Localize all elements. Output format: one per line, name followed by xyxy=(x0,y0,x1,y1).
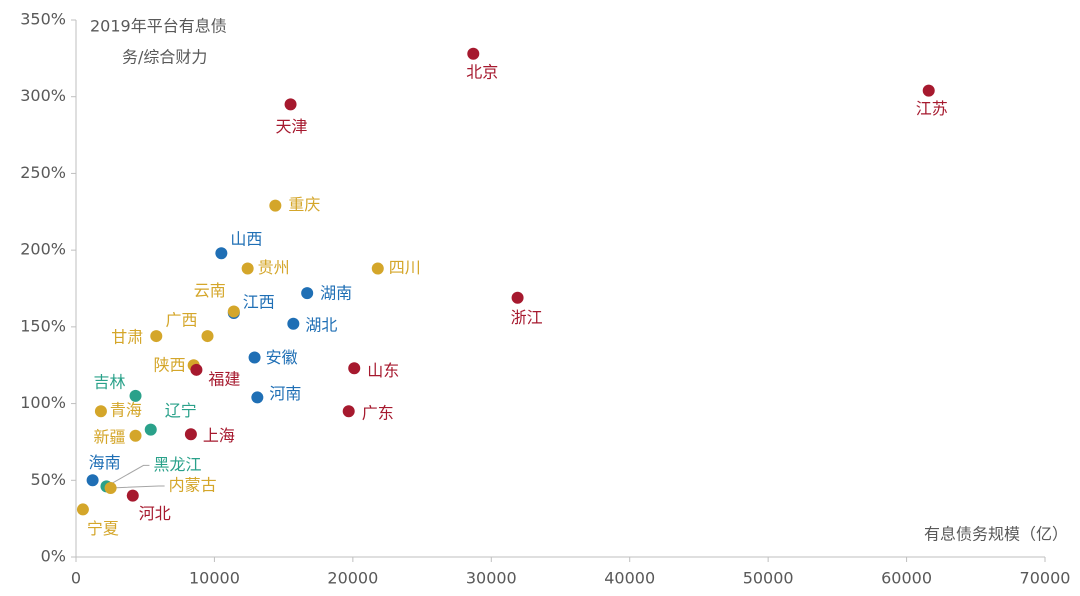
point xyxy=(251,391,264,404)
point xyxy=(129,389,142,402)
point xyxy=(190,363,203,376)
point xyxy=(227,305,240,318)
point xyxy=(94,405,107,418)
y-tick-label: 200% xyxy=(20,240,66,259)
point-label: 浙江 xyxy=(511,308,543,327)
point-label: 广西 xyxy=(165,311,197,330)
point xyxy=(201,330,214,343)
x-tick-label: 50000 xyxy=(743,569,794,588)
x-tick-label: 60000 xyxy=(881,569,932,588)
x-axis-title: 有息债务规模（亿） xyxy=(924,525,1068,544)
x-tick-label: 30000 xyxy=(466,569,517,588)
point-label: 江西 xyxy=(243,293,275,312)
leader-line xyxy=(106,464,150,487)
y-tick-label: 100% xyxy=(20,393,66,412)
point-label: 甘肃 xyxy=(111,328,143,347)
point xyxy=(269,199,282,212)
point-label: 云南 xyxy=(194,281,226,300)
point xyxy=(241,262,254,275)
point-label: 陕西 xyxy=(154,356,186,375)
y-tick-label: 150% xyxy=(20,316,66,335)
x-tick-label: 70000 xyxy=(1020,569,1071,588)
point-label: 福建 xyxy=(208,369,240,388)
point-label: 辽宁 xyxy=(165,401,197,420)
point-label: 河北 xyxy=(139,504,171,523)
point xyxy=(467,47,480,60)
y-axis-title: 2019年平台有息债 xyxy=(90,17,227,36)
point-label: 天津 xyxy=(276,117,308,136)
point xyxy=(215,247,228,260)
point-label: 江苏 xyxy=(916,99,948,118)
point xyxy=(144,423,157,436)
point xyxy=(301,287,314,300)
point-label: 海南 xyxy=(89,453,121,472)
point-label: 上海 xyxy=(203,426,235,445)
point xyxy=(104,481,117,494)
point-label: 山西 xyxy=(230,230,262,249)
point-label: 吉林 xyxy=(94,372,126,391)
point xyxy=(248,351,261,364)
y-tick-label: 250% xyxy=(20,163,66,182)
point xyxy=(348,362,361,375)
x-tick-label: 20000 xyxy=(327,569,378,588)
point xyxy=(76,503,89,516)
point-label: 湖北 xyxy=(305,315,337,334)
y-tick-label: 50% xyxy=(30,470,66,489)
point-label: 内蒙古 xyxy=(169,475,217,494)
y-tick-label: 0% xyxy=(41,547,66,566)
point-label: 黑龙江 xyxy=(153,455,201,474)
point-label: 新疆 xyxy=(94,427,126,446)
point xyxy=(126,489,139,502)
point-label: 北京 xyxy=(466,62,498,81)
y-tick-label: 300% xyxy=(20,86,66,105)
point-label: 河南 xyxy=(269,384,301,403)
point xyxy=(371,262,384,275)
y-axis-title: 务/综合财力 xyxy=(122,48,207,67)
point xyxy=(129,429,142,442)
point xyxy=(284,98,297,111)
point xyxy=(287,317,300,330)
x-tick-label: 40000 xyxy=(604,569,655,588)
leader-line xyxy=(110,485,165,489)
y-tick-label: 350% xyxy=(20,10,66,29)
x-tick-label: 10000 xyxy=(189,569,240,588)
point xyxy=(342,405,355,418)
point xyxy=(86,474,99,487)
point-label: 重庆 xyxy=(288,195,320,214)
point-label: 宁夏 xyxy=(87,519,119,538)
point-label: 青海 xyxy=(110,401,142,420)
point xyxy=(150,330,163,343)
point-label: 山东 xyxy=(367,361,399,380)
point-label: 安徽 xyxy=(266,348,298,367)
point xyxy=(184,428,197,441)
point-label: 四川 xyxy=(389,258,421,277)
point-label: 贵州 xyxy=(258,258,290,277)
x-tick-label: 0 xyxy=(71,569,81,588)
point xyxy=(922,84,935,97)
point xyxy=(511,291,524,304)
point-label: 湖南 xyxy=(320,284,352,303)
point-label: 广东 xyxy=(362,404,394,423)
